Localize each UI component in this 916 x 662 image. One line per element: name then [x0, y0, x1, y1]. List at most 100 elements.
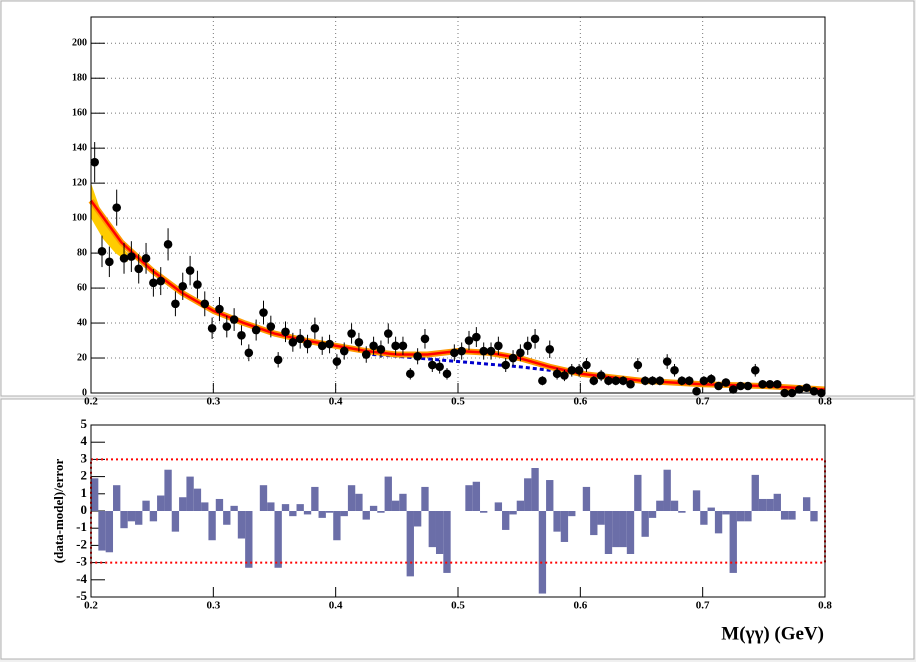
data-point [97, 247, 107, 256]
data-point [420, 334, 430, 344]
residual-bar [736, 511, 745, 522]
y-tick-label: 180 [72, 73, 87, 84]
data-point [332, 357, 342, 366]
data-point [354, 337, 364, 347]
data-point [582, 360, 591, 370]
data-point [215, 304, 224, 314]
data-point [251, 325, 261, 335]
residual-bar [391, 500, 400, 511]
residual-bar [230, 505, 238, 511]
data-point [670, 365, 679, 375]
data-point [376, 344, 386, 354]
data-point [398, 341, 408, 351]
data-point [567, 365, 577, 375]
residual-bar [751, 474, 759, 511]
residual-bar [362, 511, 370, 520]
residual-bar [325, 511, 334, 513]
residual-bar [590, 511, 598, 536]
residual-bar [171, 511, 180, 532]
residual-bar [281, 504, 290, 511]
y-tick-label: -5 [76, 588, 87, 603]
x-tick-label: 0.2 [84, 396, 98, 408]
data-point [105, 257, 114, 267]
residual-bar [421, 486, 429, 511]
data-point [339, 346, 349, 356]
residual-bar [105, 511, 114, 553]
residual-bar [377, 511, 385, 513]
data-point [758, 379, 767, 389]
residual-bar [524, 478, 532, 511]
data-point [479, 346, 488, 356]
data-point [604, 376, 613, 386]
residual-bar [604, 511, 613, 554]
data-point [508, 353, 518, 363]
data-point [596, 371, 606, 380]
data-point [809, 386, 819, 396]
y-axis-label: (data-model)/error [51, 459, 66, 564]
residual-bar [729, 511, 737, 573]
top-pad [0, 0, 915, 397]
data-point [662, 357, 672, 366]
data-point [391, 341, 400, 351]
residual-bar [369, 505, 378, 511]
data-point [516, 348, 525, 358]
data-point [501, 360, 511, 370]
residual-bar [700, 511, 708, 525]
residual-bar [318, 511, 326, 518]
x-tick-label: 0.4 [329, 396, 343, 408]
x-tick-label: 0.6 [573, 396, 587, 408]
plot-frame [90, 424, 826, 598]
residual-bar [766, 498, 774, 511]
y-tick-label: 0 [81, 502, 88, 517]
data-point [193, 280, 202, 289]
residual-bar [215, 498, 224, 511]
residual-bar [303, 511, 312, 515]
residual-bar [494, 502, 503, 511]
x-tick-label: 0.3 [206, 396, 220, 408]
data-point [618, 376, 628, 386]
residual-bar [509, 511, 517, 515]
data-point [259, 308, 268, 317]
data-point [273, 355, 283, 365]
residual-bar [582, 486, 591, 511]
data-point [743, 381, 753, 391]
residual-bar [546, 480, 554, 511]
data-point [450, 348, 459, 358]
data-point [244, 348, 254, 358]
data-point [802, 383, 811, 393]
data-point [229, 315, 239, 324]
data-point [706, 374, 716, 384]
residual-bar [465, 485, 473, 511]
y-tick-label: 3 [81, 450, 88, 465]
data-point [574, 365, 584, 375]
data-point [472, 332, 481, 342]
data-point [178, 282, 188, 291]
residual-bar [340, 511, 348, 517]
residual-bar [237, 511, 246, 539]
y-tick-label: 80 [77, 247, 87, 258]
data-point [369, 341, 378, 351]
data-point [383, 329, 393, 338]
y-tick-label: 5 [81, 416, 88, 431]
data-point [141, 254, 151, 263]
y-tick-label: 0 [82, 387, 87, 398]
residual-bar [179, 497, 187, 511]
data-point [684, 376, 694, 386]
residual-bar [435, 511, 444, 554]
data-point [119, 254, 129, 263]
residual-bar [186, 476, 194, 511]
data-point [765, 379, 775, 389]
data-point [134, 264, 144, 274]
data-point [714, 381, 723, 391]
residual-bar [788, 511, 796, 520]
residual-bar [626, 511, 635, 554]
residual-bar [259, 485, 268, 511]
data-point [317, 341, 327, 351]
data-point [405, 369, 415, 379]
y-tick-label: 1 [81, 485, 88, 500]
residual-bar [120, 511, 128, 529]
y-tick-label: 60 [77, 282, 87, 293]
residual-bar [802, 497, 811, 511]
bottom-pad [0, 398, 915, 660]
